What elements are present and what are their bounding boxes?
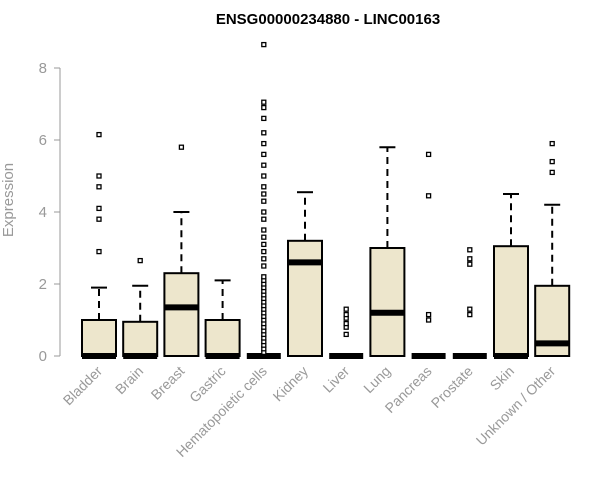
outlier-point: [96, 173, 102, 179]
box-group: [122, 257, 159, 359]
box-group: [534, 140, 571, 357]
y-axis-label: Expression: [0, 163, 17, 237]
outlier-point: [96, 205, 102, 212]
outlier-point: [261, 241, 267, 248]
outlier-point: [425, 151, 432, 158]
outlier-point: [261, 227, 267, 233]
outlier-point: [137, 257, 143, 264]
outlier-point: [261, 234, 267, 240]
y-tick-label: 8: [39, 60, 47, 77]
x-tick-label: Brain: [112, 363, 146, 397]
box: [122, 320, 159, 357]
outlier-point: [261, 248, 267, 255]
box-group: [369, 146, 406, 357]
x-tick-label: Bladder: [60, 363, 106, 409]
outlier-point: [261, 198, 267, 204]
box-group: [493, 193, 529, 359]
outlier-point: [261, 130, 267, 136]
box-group: [287, 191, 323, 357]
box-group: [452, 247, 487, 359]
box: [287, 239, 323, 357]
x-tick-label: Lung: [360, 363, 393, 396]
outlier-point: [261, 115, 267, 122]
outlier-point: [343, 331, 349, 338]
box: [493, 245, 529, 357]
box-group: [329, 306, 364, 359]
outlier-point: [549, 169, 555, 176]
x-tick-label: Kidney: [270, 363, 312, 405]
outlier-point: [261, 184, 267, 190]
box-series: [81, 41, 571, 359]
box: [163, 272, 200, 358]
y-tick-label: 0: [39, 348, 47, 365]
box-group: [163, 144, 200, 358]
outlier-point: [261, 216, 267, 222]
outlier-point: [261, 263, 267, 269]
outlier-point: [549, 140, 555, 147]
y-tick-label: 6: [39, 132, 47, 149]
outlier-point: [96, 248, 102, 255]
outlier-point: [96, 131, 102, 138]
outlier-point: [261, 151, 267, 158]
outlier-point: [467, 247, 473, 253]
outlier-point: [467, 306, 473, 312]
outlier-point: [261, 162, 267, 168]
box: [369, 247, 406, 357]
chart-title: ENSG00000234880 - LINC00163: [216, 11, 440, 28]
outlier-point: [549, 158, 555, 165]
outlier-point: [96, 216, 102, 222]
outlier-point: [261, 256, 267, 262]
box-group: [246, 41, 281, 359]
outlier-point: [425, 317, 432, 323]
x-tick-label: Prostate: [428, 363, 476, 411]
box-group: [411, 151, 446, 359]
box: [81, 319, 117, 357]
outlier-point: [261, 41, 267, 48]
y-axis: 0 2 4 6 8: [39, 60, 61, 365]
outlier-point: [343, 311, 349, 318]
outlier-point: [261, 274, 267, 280]
outlier-point: [261, 173, 267, 179]
box: [204, 319, 241, 357]
outlier-point: [467, 311, 473, 318]
outlier-point: [467, 256, 473, 262]
outlier-point: [261, 140, 267, 147]
outlier-point: [425, 193, 432, 199]
outlier-point: [467, 261, 473, 267]
x-tick-label: Skin: [487, 363, 518, 394]
outlier-point: [261, 191, 267, 197]
y-tick-label: 2: [39, 276, 47, 293]
outlier-point: [178, 144, 185, 150]
outlier-point: [425, 311, 432, 318]
outlier-point: [96, 184, 102, 190]
outlier-point: [343, 306, 349, 312]
outlier-point: [261, 209, 267, 215]
box-group: [204, 279, 241, 359]
box-group: [81, 131, 117, 359]
outlier-point: [343, 320, 349, 327]
x-tick-label: Breast: [148, 363, 188, 403]
outlier-point: [261, 104, 267, 111]
y-tick-label: 4: [39, 204, 47, 221]
x-tick-label: Liver: [320, 363, 353, 396]
outlier-point: [261, 99, 267, 105]
